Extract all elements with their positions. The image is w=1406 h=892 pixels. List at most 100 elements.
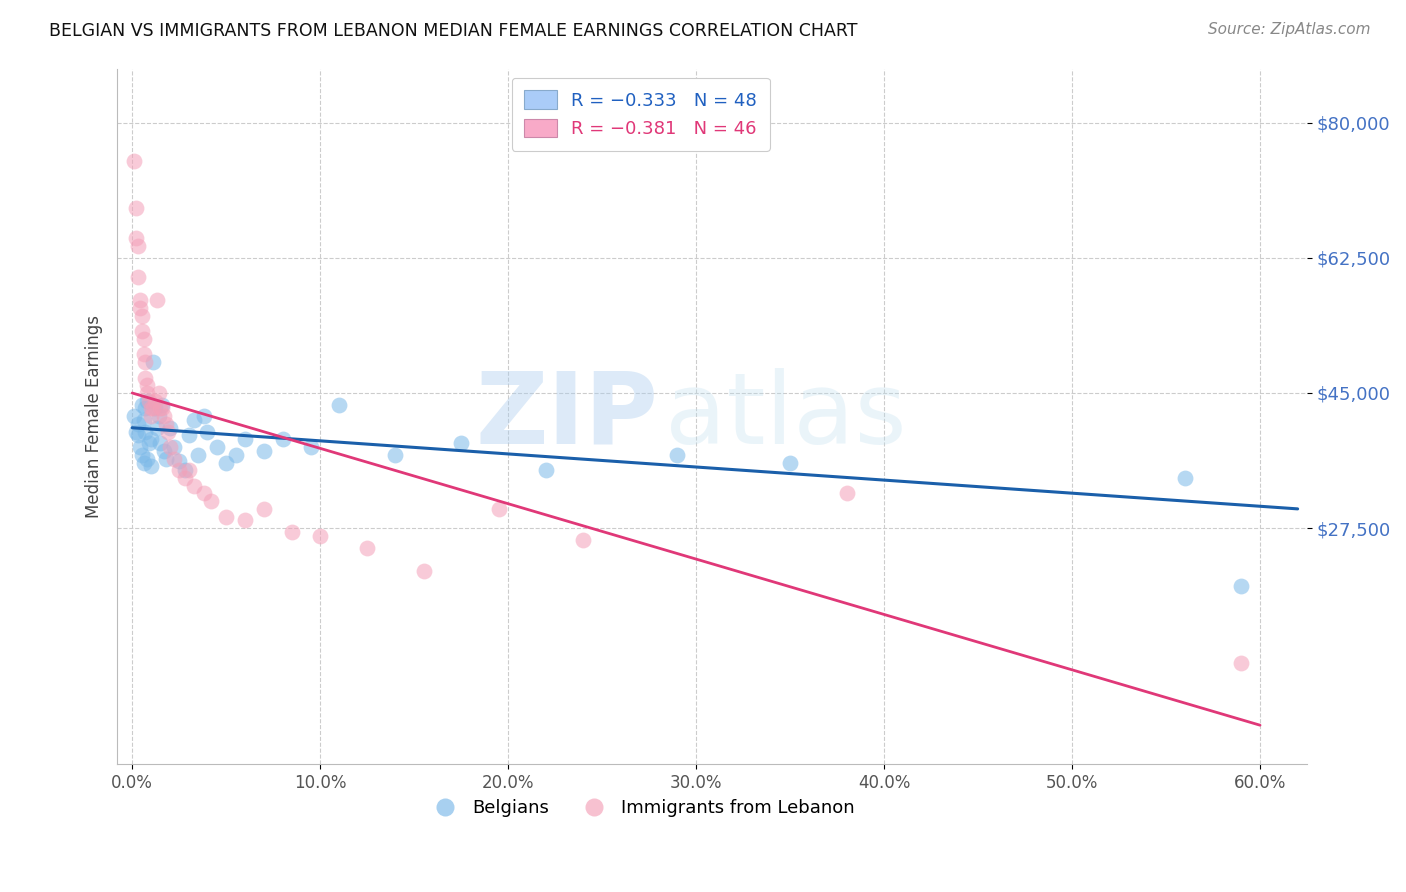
Point bbox=[132, 413, 155, 427]
Text: atlas: atlas bbox=[665, 368, 905, 465]
Point bbox=[233, 433, 256, 447]
Point bbox=[142, 355, 165, 369]
Text: Source: ZipAtlas.com: Source: ZipAtlas.com bbox=[1208, 22, 1371, 37]
Point bbox=[328, 398, 350, 412]
Point bbox=[1230, 657, 1253, 671]
Text: ZIP: ZIP bbox=[475, 368, 658, 465]
Point bbox=[167, 454, 190, 468]
Point bbox=[149, 401, 172, 416]
Point bbox=[139, 459, 162, 474]
Point bbox=[139, 401, 162, 416]
Point bbox=[143, 393, 166, 408]
Point bbox=[127, 270, 149, 285]
Point bbox=[1174, 471, 1197, 485]
Point bbox=[162, 440, 184, 454]
Y-axis label: Median Female Earnings: Median Female Earnings bbox=[86, 315, 103, 517]
Point bbox=[142, 401, 165, 416]
Point bbox=[127, 239, 149, 253]
Text: BELGIAN VS IMMIGRANTS FROM LEBANON MEDIAN FEMALE EARNINGS CORRELATION CHART: BELGIAN VS IMMIGRANTS FROM LEBANON MEDIA… bbox=[49, 22, 858, 40]
Point bbox=[173, 463, 195, 477]
Point bbox=[253, 444, 276, 458]
Point bbox=[132, 456, 155, 470]
Legend: Belgians, Immigrants from Lebanon: Belgians, Immigrants from Lebanon bbox=[419, 792, 862, 824]
Point bbox=[356, 541, 378, 555]
Point bbox=[131, 398, 153, 412]
Point bbox=[253, 501, 276, 516]
Point bbox=[173, 471, 195, 485]
Point bbox=[122, 154, 145, 169]
Point bbox=[134, 355, 156, 369]
Point bbox=[136, 393, 159, 408]
Point bbox=[155, 451, 177, 466]
Point bbox=[134, 425, 156, 439]
Point bbox=[177, 463, 200, 477]
Point bbox=[145, 421, 167, 435]
Point bbox=[384, 448, 406, 462]
Point bbox=[131, 448, 153, 462]
Point bbox=[138, 393, 160, 408]
Point bbox=[177, 428, 200, 442]
Point bbox=[281, 524, 304, 539]
Point bbox=[309, 529, 332, 543]
Point bbox=[183, 479, 205, 493]
Point bbox=[138, 436, 160, 450]
Point bbox=[225, 448, 247, 462]
Point bbox=[155, 417, 177, 431]
Point bbox=[233, 513, 256, 527]
Point bbox=[131, 309, 153, 323]
Point bbox=[148, 409, 170, 424]
Point bbox=[148, 386, 170, 401]
Point bbox=[143, 401, 166, 416]
Point bbox=[183, 413, 205, 427]
Point bbox=[1230, 579, 1253, 593]
Point bbox=[139, 433, 162, 447]
Point bbox=[150, 398, 173, 412]
Point bbox=[534, 463, 557, 477]
Point bbox=[153, 444, 176, 458]
Point bbox=[666, 448, 689, 462]
Point bbox=[271, 433, 294, 447]
Point bbox=[132, 332, 155, 346]
Point bbox=[127, 428, 149, 442]
Point bbox=[299, 440, 322, 454]
Point bbox=[149, 436, 172, 450]
Point bbox=[193, 409, 215, 424]
Point bbox=[136, 451, 159, 466]
Point bbox=[187, 448, 209, 462]
Point bbox=[132, 347, 155, 361]
Point bbox=[128, 301, 150, 315]
Point bbox=[150, 401, 173, 416]
Point bbox=[159, 421, 181, 435]
Point bbox=[205, 440, 228, 454]
Point bbox=[488, 501, 510, 516]
Point bbox=[127, 417, 149, 431]
Point bbox=[156, 425, 179, 439]
Point bbox=[139, 409, 162, 424]
Point bbox=[134, 370, 156, 384]
Point bbox=[134, 401, 156, 416]
Point bbox=[145, 293, 167, 308]
Point bbox=[412, 564, 434, 578]
Point bbox=[125, 231, 148, 245]
Point bbox=[136, 378, 159, 392]
Point bbox=[835, 486, 858, 500]
Point bbox=[125, 425, 148, 439]
Point bbox=[572, 533, 595, 547]
Point bbox=[153, 409, 176, 424]
Point bbox=[215, 509, 238, 524]
Point bbox=[215, 456, 238, 470]
Point bbox=[125, 201, 148, 215]
Point bbox=[131, 324, 153, 338]
Point bbox=[128, 293, 150, 308]
Point bbox=[159, 440, 181, 454]
Point bbox=[197, 425, 219, 439]
Point bbox=[193, 486, 215, 500]
Point bbox=[779, 456, 801, 470]
Point bbox=[200, 494, 222, 508]
Point bbox=[162, 451, 184, 466]
Point bbox=[128, 440, 150, 454]
Point bbox=[136, 386, 159, 401]
Point bbox=[122, 409, 145, 424]
Point bbox=[167, 463, 190, 477]
Point bbox=[450, 436, 472, 450]
